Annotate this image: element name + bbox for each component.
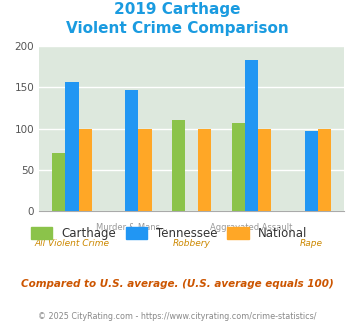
Text: Aggravated Assault: Aggravated Assault: [211, 223, 293, 232]
Bar: [232, 123, 245, 211]
Bar: [172, 120, 185, 211]
Text: Rape: Rape: [300, 239, 323, 248]
Text: Murder & Mans...: Murder & Mans...: [96, 223, 168, 232]
Text: © 2025 CityRating.com - https://www.cityrating.com/crime-statistics/: © 2025 CityRating.com - https://www.city…: [38, 312, 317, 321]
Legend: Carthage, Tennessee, National: Carthage, Tennessee, National: [31, 227, 307, 240]
Bar: [138, 129, 152, 211]
Bar: [318, 129, 331, 211]
Bar: [258, 129, 271, 211]
Text: 2019 Carthage: 2019 Carthage: [114, 2, 241, 16]
Text: Violent Crime Comparison: Violent Crime Comparison: [66, 21, 289, 36]
Bar: [125, 90, 138, 211]
Bar: [65, 82, 78, 211]
Bar: [198, 129, 212, 211]
Text: Compared to U.S. average. (U.S. average equals 100): Compared to U.S. average. (U.S. average …: [21, 279, 334, 289]
Bar: [305, 131, 318, 211]
Text: All Violent Crime: All Violent Crime: [34, 239, 109, 248]
Text: Robbery: Robbery: [173, 239, 211, 248]
Bar: [245, 60, 258, 211]
Bar: [52, 153, 65, 211]
Bar: [78, 129, 92, 211]
